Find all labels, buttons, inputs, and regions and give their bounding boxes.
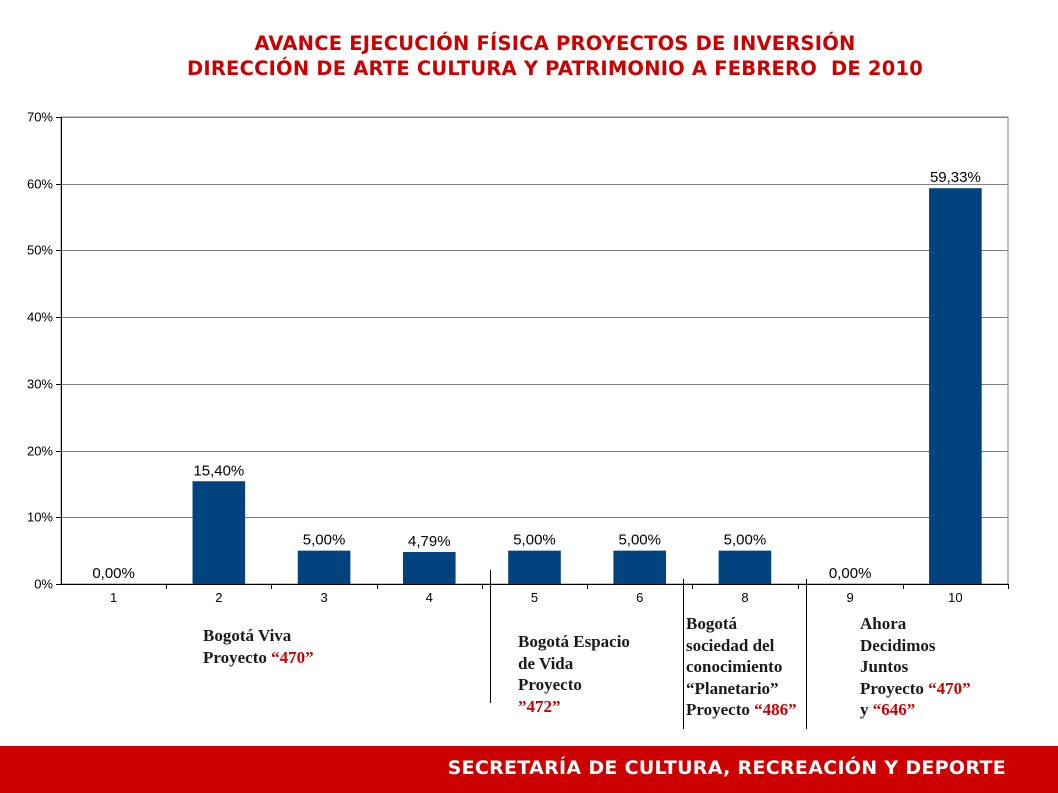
- data-label-6: 5,00%: [618, 532, 661, 549]
- chart-title: AVANCE EJECUCIÓN FÍSICA PROYECTOS DE INV…: [0, 31, 1058, 81]
- x-tick-label-4: 4: [426, 590, 433, 605]
- separator-line-1: [490, 570, 491, 703]
- bar-2: [192, 481, 246, 584]
- x-tick-label-2: 2: [215, 590, 222, 605]
- project-label-ahora-decidimos: Ahora Decidimos Juntos Proyecto “470” y …: [860, 614, 971, 719]
- x-tick-label-10: 10: [948, 590, 962, 605]
- data-label-10: 59,33%: [930, 169, 981, 186]
- y-tick-label: 0%: [34, 577, 53, 592]
- bar-10: [929, 188, 982, 584]
- x-tick-label-5: 5: [531, 590, 538, 605]
- separator-line-3: [806, 579, 807, 729]
- y-tick-label: 50%: [27, 243, 53, 258]
- y-tick-label: 10%: [27, 510, 53, 525]
- data-label-5: 5,00%: [513, 532, 556, 549]
- y-tick-label: 40%: [27, 310, 53, 325]
- x-tick-label-6: 6: [636, 590, 643, 605]
- bar-4: [402, 552, 456, 584]
- bar-chart: 0% 10% 20% 30% 40% 50% 60% 70% 0,00% 1 15,40% 2 5,00…: [27, 110, 1009, 605]
- data-label-4: 4,79%: [408, 533, 451, 550]
- x-tick-label-3: 3: [320, 590, 327, 605]
- data-label-2: 15,40%: [193, 462, 244, 479]
- bar-6: [613, 550, 667, 584]
- data-label-1: 0,00%: [92, 565, 135, 582]
- footer-text: SECRETARÍA DE CULTURA, RECREACIÓN Y DEPO…: [447, 757, 1006, 779]
- footer-banner: SECRETARÍA DE CULTURA, RECREACIÓN Y DEPO…: [0, 746, 1058, 793]
- title-line-1: AVANCE EJECUCIÓN FÍSICA PROYECTOS DE INV…: [254, 32, 856, 55]
- bar-5: [508, 550, 561, 584]
- title-line-2: DIRECCIÓN DE ARTE CULTURA Y PATRIMONIO A…: [187, 57, 923, 80]
- project-label-bogota-viva: Bogotá Viva Proyecto “470”: [203, 626, 314, 667]
- data-label-9: 0,00%: [829, 565, 872, 582]
- data-label-3: 5,00%: [303, 532, 346, 549]
- x-tick-label-1: 1: [110, 590, 117, 605]
- y-tick-label: 60%: [27, 177, 53, 192]
- separator-line-2: [683, 579, 684, 729]
- project-label-sociedad-conocimiento: Bogotá sociedad del conocimiento “Planet…: [686, 614, 797, 719]
- x-tick-label-9: 9: [847, 590, 854, 605]
- bar-8: [718, 550, 772, 584]
- y-tick-label: 30%: [27, 377, 53, 392]
- bar-3: [297, 550, 351, 584]
- y-tick-label: 70%: [27, 110, 53, 125]
- y-tick-label: 20%: [27, 444, 53, 459]
- x-tick-label-8: 8: [741, 590, 748, 605]
- data-label-8: 5,00%: [724, 532, 767, 549]
- project-label-espacio-de-vida: Bogotá Espacio de Vida Proyecto ”472”: [518, 632, 630, 716]
